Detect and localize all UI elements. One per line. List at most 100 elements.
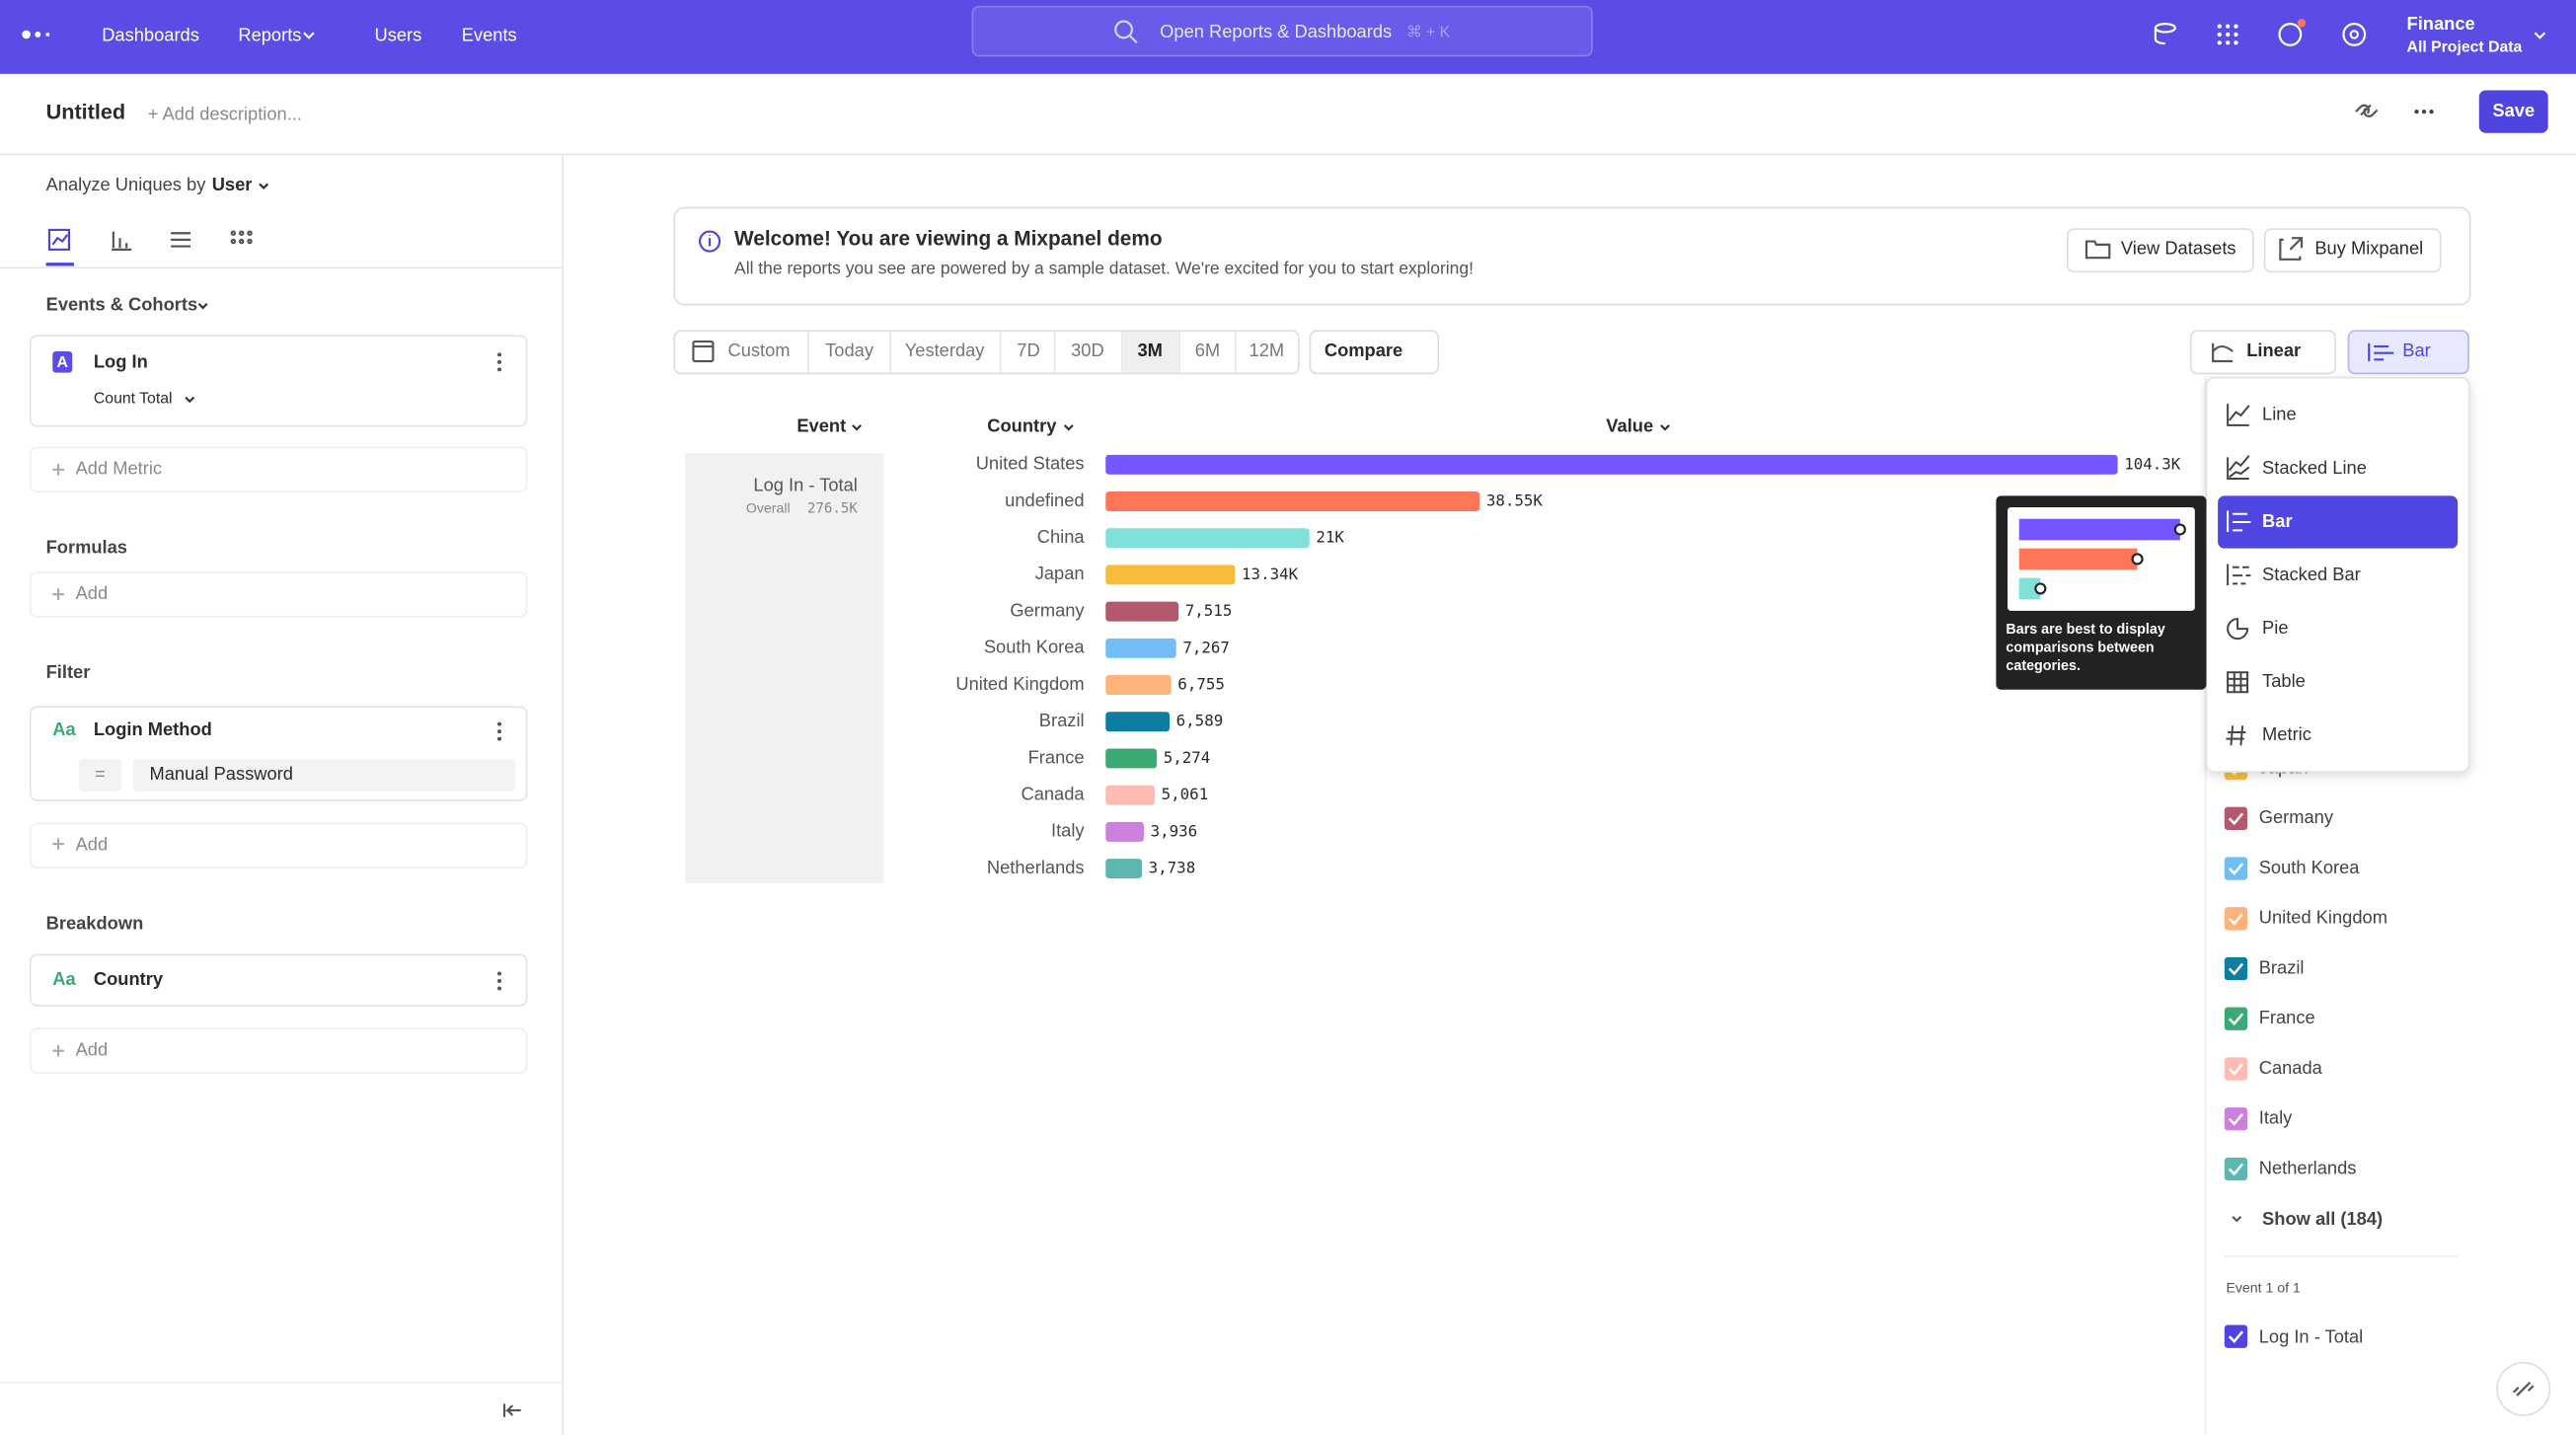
legend-label[interactable]: France bbox=[2259, 1007, 2315, 1027]
menu-item[interactable]: Line bbox=[2262, 404, 2297, 424]
bar[interactable] bbox=[1105, 565, 1236, 585]
show-all[interactable]: Show all (184) bbox=[2262, 1208, 2383, 1229]
sidebar-add-metric[interactable]: Add Metric bbox=[76, 458, 162, 479]
menu-item[interactable]: Pie bbox=[2262, 617, 2288, 638]
menu-item[interactable]: Stacked Line bbox=[2262, 457, 2367, 478]
column-header[interactable]: Value bbox=[1606, 415, 1653, 435]
legend-event[interactable]: Log In - Total bbox=[2259, 1326, 2363, 1347]
date-option[interactable]: Custom bbox=[727, 340, 790, 360]
date-option[interactable]: 3M bbox=[1137, 340, 1162, 360]
legend-checkbox[interactable] bbox=[2224, 956, 2248, 981]
bar[interactable] bbox=[1105, 675, 1172, 696]
menu-item[interactable]: Bar bbox=[2262, 510, 2293, 531]
banner-button[interactable] bbox=[2263, 228, 2442, 273]
event-checkbox[interactable] bbox=[2224, 1324, 2248, 1348]
breakdown-card[interactable] bbox=[29, 953, 528, 1007]
bar[interactable] bbox=[1105, 712, 1171, 732]
collapse-icon[interactable] bbox=[502, 1403, 521, 1417]
legend-checkbox[interactable] bbox=[2224, 806, 2248, 830]
scale-button[interactable] bbox=[2189, 330, 2336, 375]
chart: United States 104.3K undefined 38.55K China 2… bbox=[955, 453, 2181, 879]
legend-checkbox[interactable] bbox=[2224, 1057, 2248, 1081]
legend-label[interactable]: Italy bbox=[2259, 1107, 2293, 1128]
nav-icons[interactable] bbox=[2154, 19, 2546, 46]
date-option[interactable]: 30D bbox=[1071, 340, 1104, 360]
bar[interactable] bbox=[1105, 638, 1176, 658]
legend-label[interactable]: Netherlands bbox=[2259, 1157, 2357, 1177]
add-card[interactable] bbox=[29, 822, 528, 869]
sidebar-add-breakdown[interactable]: Add bbox=[76, 1039, 109, 1060]
bar[interactable] bbox=[1105, 748, 1158, 769]
link-icon bbox=[2512, 1381, 2535, 1397]
bar[interactable] bbox=[1105, 785, 1155, 805]
event-name: Log In - Total bbox=[753, 474, 857, 494]
add-card[interactable] bbox=[29, 1027, 528, 1075]
chart-type-button[interactable] bbox=[2347, 330, 2469, 375]
legend-checkbox[interactable] bbox=[2224, 907, 2248, 931]
more-icon[interactable] bbox=[2414, 109, 2434, 114]
date-option[interactable]: 12M bbox=[1250, 340, 1285, 360]
value-label: 3,936 bbox=[1151, 821, 1198, 840]
compare-button[interactable] bbox=[1309, 330, 1440, 375]
nav-item[interactable]: Events bbox=[462, 24, 517, 44]
legend-label[interactable]: South Korea bbox=[2259, 857, 2361, 877]
legend-label[interactable]: Brazil bbox=[2259, 956, 2305, 977]
legend-label[interactable]: United Kingdom bbox=[2259, 907, 2387, 928]
check bbox=[2228, 812, 2244, 826]
save-button[interactable] bbox=[2478, 90, 2548, 133]
legend-label[interactable]: Canada bbox=[2259, 1057, 2323, 1078]
toolbar-icons bbox=[692, 340, 2394, 363]
value-label: 7,515 bbox=[1185, 601, 1233, 620]
legend-checkbox[interactable] bbox=[2224, 1157, 2248, 1181]
legend-checkbox[interactable] bbox=[2224, 1007, 2248, 1030]
column-header[interactable]: Country bbox=[987, 415, 1057, 435]
banner-button-label[interactable]: Buy Mixpanel bbox=[2314, 238, 2423, 259]
operator-box[interactable] bbox=[78, 758, 122, 792]
kebab-icons[interactable] bbox=[497, 352, 502, 991]
add-card[interactable] bbox=[29, 570, 528, 618]
menu-item[interactable]: Table bbox=[2262, 670, 2306, 691]
compare-label[interactable]: Compare bbox=[1325, 340, 1402, 360]
sidebar-metric: Log In bbox=[94, 350, 148, 371]
report-tabs[interactable] bbox=[47, 228, 253, 251]
sidebar-filter-value: Manual Password bbox=[149, 763, 292, 784]
value-label: 104.3K bbox=[2124, 454, 2181, 473]
sidebar-add-filter[interactable]: Add bbox=[76, 834, 109, 855]
metric-card[interactable] bbox=[29, 335, 528, 427]
banner-button-label[interactable]: View Datasets bbox=[2121, 238, 2236, 259]
sidebar-filter-icon: Aa bbox=[52, 718, 76, 739]
sidebar-unit[interactable]: User bbox=[212, 174, 253, 194]
sidebar-analyze: Analyze Uniques by bbox=[46, 174, 207, 194]
add-card[interactable] bbox=[29, 446, 528, 493]
header-icons[interactable] bbox=[2355, 104, 2379, 117]
date-option[interactable]: 6M bbox=[1195, 340, 1220, 360]
date-option[interactable]: Yesterday bbox=[905, 340, 986, 360]
value-box[interactable] bbox=[132, 758, 516, 792]
bar[interactable] bbox=[1105, 821, 1144, 842]
report-title[interactable]: Untitled bbox=[46, 100, 126, 124]
bar[interactable] bbox=[1105, 859, 1142, 879]
legend-label[interactable]: Germany bbox=[2259, 806, 2334, 827]
date-option[interactable]: 7D bbox=[1017, 340, 1039, 360]
chart-type-label[interactable]: Bar bbox=[2402, 340, 2430, 360]
legend-checkbox[interactable] bbox=[2224, 1107, 2248, 1131]
nav-item[interactable]: Reports bbox=[238, 24, 301, 44]
nav-item[interactable]: Users bbox=[375, 24, 422, 44]
bar[interactable] bbox=[1105, 454, 2118, 475]
column-header[interactable]: Event bbox=[796, 415, 846, 435]
date-option[interactable]: Today bbox=[825, 340, 874, 360]
banner-button[interactable] bbox=[2066, 228, 2254, 273]
menu-item[interactable]: Stacked Bar bbox=[2262, 564, 2361, 584]
bar[interactable] bbox=[1105, 491, 1480, 511]
scale-label[interactable]: Linear bbox=[2246, 340, 2301, 360]
legend-checkbox[interactable] bbox=[2224, 857, 2248, 880]
menu-item[interactable]: Metric bbox=[2262, 723, 2311, 744]
value-label: 7,267 bbox=[1182, 638, 1230, 656]
bar[interactable] bbox=[1105, 528, 1310, 549]
sidebar-add-formula[interactable]: Add bbox=[76, 582, 109, 603]
nav-item[interactable]: Dashboards bbox=[102, 24, 199, 44]
description[interactable]: + Add description... bbox=[148, 103, 302, 123]
save-label[interactable]: Save bbox=[2492, 100, 2535, 120]
search-box[interactable] bbox=[971, 5, 1593, 57]
bar[interactable] bbox=[1105, 601, 1179, 622]
